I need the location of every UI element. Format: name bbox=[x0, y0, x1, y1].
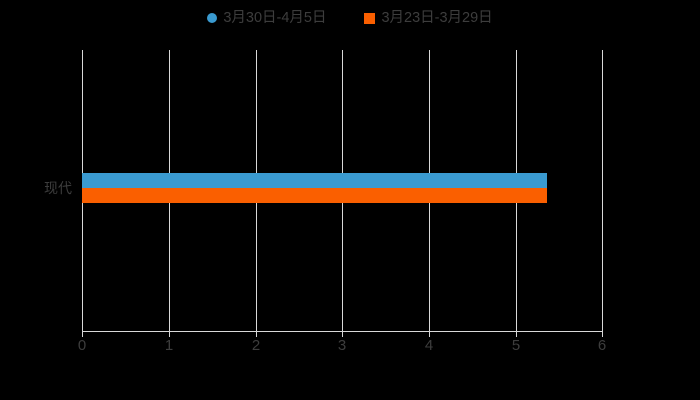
legend-label-series-2: 3月23日-3月29日 bbox=[381, 9, 493, 26]
circle-icon bbox=[207, 13, 218, 23]
legend-entry-series-2[interactable]: 3月23日-3月29日 bbox=[364, 9, 493, 26]
x-tick-label-6: 6 bbox=[597, 337, 607, 354]
x-tick-label-5: 5 bbox=[511, 337, 521, 354]
x-tick-mark-1 bbox=[169, 331, 170, 337]
x-tick-mark-6 bbox=[602, 331, 603, 337]
x-tick-mark-4 bbox=[429, 331, 430, 337]
legend-entry-series-1[interactable]: 3月30日-4月5日 bbox=[207, 11, 326, 26]
plot-area bbox=[82, 50, 603, 331]
x-tick-mark-2 bbox=[256, 331, 257, 337]
legend-label-series-1: 3月30日-4月5日 bbox=[223, 9, 327, 26]
x-tick-mark-3 bbox=[342, 331, 343, 337]
x-tick-label-2: 2 bbox=[251, 337, 261, 354]
chart-legend: 3月30日-4月5日 3月23日-3月29日 bbox=[0, 6, 700, 30]
x-tick-label-3: 3 bbox=[337, 337, 347, 354]
x-tick-mark-0 bbox=[82, 331, 83, 337]
y-axis-category-label-xiandai: 现代 bbox=[44, 180, 72, 196]
square-icon bbox=[364, 12, 376, 24]
bar-series-1-xiandai[interactable] bbox=[82, 173, 547, 188]
x-tick-label-4: 4 bbox=[424, 337, 434, 354]
x-tick-label-1: 1 bbox=[164, 337, 174, 354]
bar-series-2-xiandai[interactable] bbox=[82, 188, 547, 203]
x-tick-label-0: 0 bbox=[77, 337, 87, 354]
x-tick-mark-5 bbox=[516, 331, 517, 337]
gridline-6 bbox=[602, 50, 603, 331]
